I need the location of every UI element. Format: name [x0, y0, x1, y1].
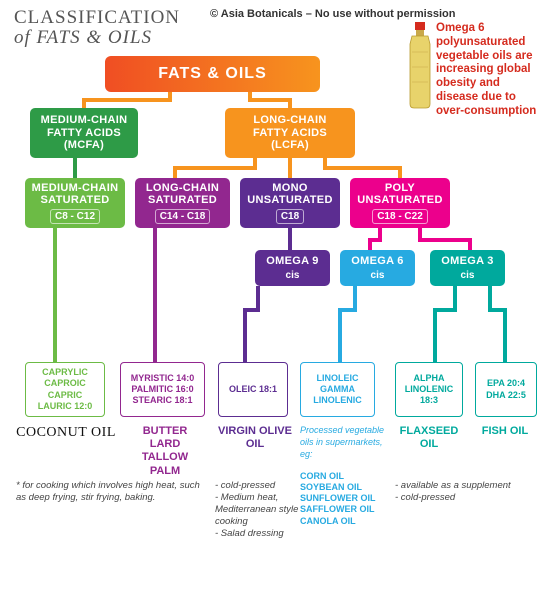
node-mono: MONO UNSATURATED C18 — [240, 178, 340, 228]
leaf-lcsat: MYRISTIC 14:0PALMITIC 16:0STEARIC 18:1 — [120, 362, 205, 417]
node-omega3: OMEGA 3 cis — [430, 250, 505, 286]
node-mcsat: MEDIUM-CHAIN SATURATED C8 - C12 — [25, 178, 125, 228]
node-poly: POLY UNSATURATED C18 - C22 — [350, 178, 450, 228]
node-lcsat: LONG-CHAIN SATURATED C14 - C18 — [135, 178, 230, 228]
note-coconut: * for cooking which involves high heat, … — [16, 480, 206, 504]
oil-bottle-icon — [405, 22, 435, 110]
note-olive: - cold-pressed - Medium heat, Mediterran… — [215, 480, 310, 539]
product-olive: VIRGIN OLIVE OIL — [210, 425, 300, 451]
note-veg: Processed vegetable oils in supermarkets… — [300, 425, 390, 527]
node-root: FATS & OILS — [105, 56, 320, 92]
product-flax: FLAXSEED OIL — [395, 425, 463, 451]
node-lcfa: LONG-CHAIN FATTY ACIDS (LCFA) — [225, 108, 355, 158]
product-coconut: COCONUT OIL — [16, 425, 116, 442]
leaf-omega3b: EPA 20:4DHA 22:5 — [475, 362, 537, 417]
leaf-mcsat: CAPRYLICCAPROICCAPRICLAURIC 12:0 — [25, 362, 105, 417]
product-fish: FISH OIL — [475, 425, 535, 438]
leaf-omega6: LINOLEICGAMMALINOLENIC — [300, 362, 375, 417]
leaf-omega3a: ALPHALINOLENIC18:3 — [395, 362, 463, 417]
node-mcfa: MEDIUM-CHAIN FATTY ACIDS (MCFA) — [30, 108, 138, 158]
leaf-oleic: OLEIC 18:1 — [218, 362, 288, 417]
product-butter: BUTTER LARD TALLOW PALM — [125, 425, 205, 478]
copyright: © Asia Botanicals – No use without permi… — [210, 8, 455, 20]
warning-text: Omega 6 polyunsaturated vegetable oils a… — [436, 22, 541, 119]
node-omega6: OMEGA 6 cis — [340, 250, 415, 286]
node-omega9: OMEGA 9 cis — [255, 250, 330, 286]
note-flax: - available as a supplement - cold-press… — [395, 480, 540, 504]
